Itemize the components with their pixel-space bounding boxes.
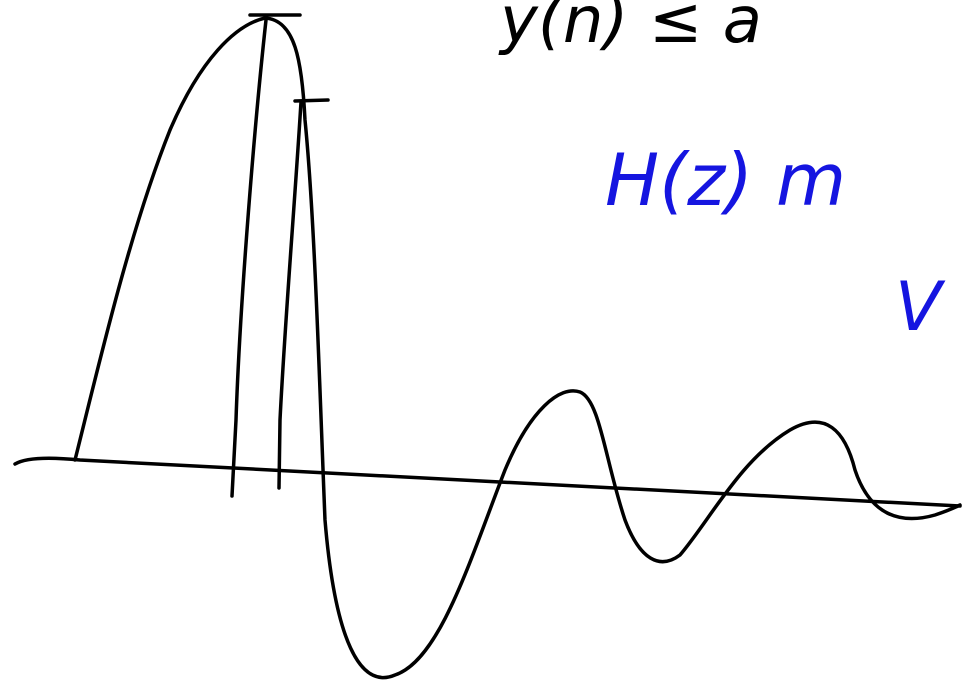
top-formula: y(n) ≤ a — [498, 0, 762, 58]
background — [0, 0, 966, 684]
whiteboard: y(n) ≤ a H(z) m V — [0, 0, 966, 684]
transfer-function-note: H(z) m — [605, 138, 846, 222]
sample-tick — [295, 100, 328, 101]
page: y(n) ≤ a H(z) m V (() => { const data = … — [0, 0, 966, 684]
second-line-note: V — [895, 268, 946, 347]
